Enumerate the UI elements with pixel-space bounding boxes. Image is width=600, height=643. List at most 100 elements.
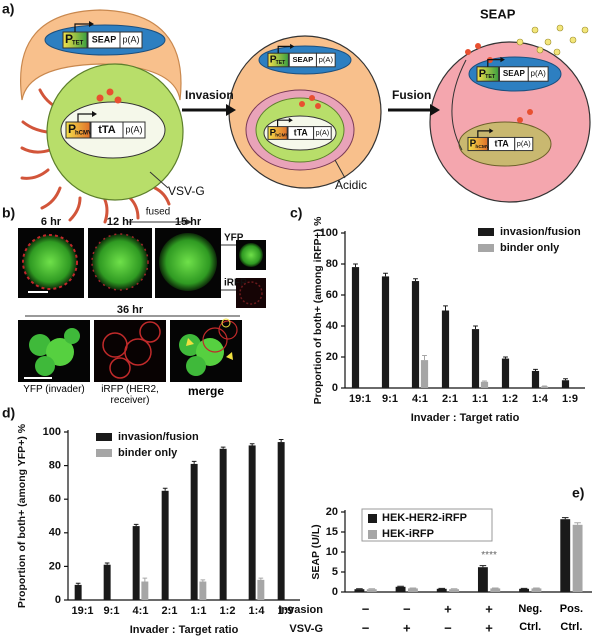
y-tick-label: 100 [43,426,61,438]
legend-label: binder only [118,447,178,459]
y-tick-label: 80 [49,460,61,472]
error-bar [561,517,569,520]
channel-label: iRFP [224,278,247,289]
polya [313,126,332,140]
error-bar [503,356,508,359]
polya [527,66,549,82]
cell-note: Acidic [335,178,367,192]
error-bar [473,325,478,330]
promoter-arrowhead [288,117,293,123]
condition-name: Invasion [278,604,323,616]
timepoint: 15 hr [175,216,202,228]
error-bar [249,443,255,446]
bar [366,589,377,592]
y-tick-label: 40 [326,320,338,332]
bar [477,567,488,592]
error-bar [533,368,538,371]
polya-label: p(A) [531,69,547,78]
legend-label: HEK-iRFP [382,528,434,540]
caption: YFP (invader) [23,384,85,395]
y-tick-label: 100 [320,227,338,239]
y-tick-label: 10 [326,546,338,558]
bar [436,588,447,592]
bar [161,490,169,600]
bar [141,581,149,600]
panel-label: e) [572,485,584,501]
legend-label: binder only [500,242,560,254]
promoter-arrow [477,130,491,138]
micrographs [18,219,266,382]
legend-swatch [96,449,112,457]
error-bar [75,582,81,585]
arrow-label: Invasion [185,88,234,102]
error-bar [563,378,568,381]
legend-swatch [368,530,377,539]
bar [199,581,207,600]
x-tick-label-box: Pos. Ctrl. [559,603,584,630]
bar [257,579,265,600]
polya-label: p(A) [122,34,139,44]
error-bar [574,522,581,525]
x-axis-label: Invader : Target ratio [130,624,239,636]
panel-label: b) [2,205,15,221]
bar [74,584,82,600]
error-bar [422,354,427,361]
condition-value: − [362,620,370,635]
condition-value: + [444,601,452,616]
x-tick-label: 9:1 [382,393,398,405]
cell-note: VSV-G [168,184,205,198]
caption-box: merge [188,384,224,398]
x-tick-label: 4:1 [412,393,428,405]
bar [449,589,460,592]
x-tick-label: 1:1 [472,393,488,405]
caption: iRFP (HER2, receiver) [101,384,159,406]
promoter-arrowhead [89,21,94,27]
polya [119,31,143,49]
polya-label: p(A) [517,139,531,148]
promoter-arrow [277,119,291,127]
error-bar [443,305,448,311]
x-tick-label: 19:1 [349,393,371,405]
promoter-arrow [74,23,91,32]
error-bar [479,565,487,568]
error-bar [142,577,148,582]
bar [277,442,285,600]
polya [514,136,534,152]
bar [480,381,489,388]
x-tick-label: 1:4 [249,605,266,617]
error-bar [104,562,110,565]
condition-value: + [403,620,411,635]
caption-box: YFP (invader) [23,384,85,395]
error-bar [413,278,418,282]
x-tick-label: 1:9 [562,393,578,405]
promoter-sub: TET [276,60,287,66]
y-tick-label: 20 [326,506,338,518]
legend-swatch [478,228,494,236]
promoter-sub: hCMV [475,144,490,150]
x-tick-label-box: Neg. Ctrl. [518,603,542,630]
y-tick-label: 40 [49,527,61,539]
condition-value: − [403,601,411,616]
x-tick-label: 4:1 [133,605,149,617]
annotation: **** [481,550,497,561]
error-bar [220,446,226,449]
legend-label: HEK-HER2-iRFP [382,512,467,524]
polya-label: p(A) [316,128,330,137]
x-tick-label: 2:1 [442,393,458,405]
legend-label: invasion/fusion [500,226,581,238]
y-tick-label: 60 [326,289,338,301]
error-bar [191,460,197,464]
bar [103,564,111,600]
y-tick-label: 0 [332,382,338,394]
condition-value: + [485,620,493,635]
promoter-sub: TET [72,41,84,47]
panel-label: d) [2,405,15,421]
x-tick-label: Pos. Ctrl. [559,603,584,630]
bar [490,588,501,592]
channel-label: YFP [224,233,244,244]
promoter-sub: TET [485,74,496,80]
bar [407,588,418,592]
gene-label: SEAP [92,34,117,44]
error-bar [278,439,284,443]
